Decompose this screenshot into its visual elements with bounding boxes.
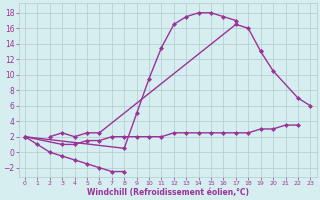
X-axis label: Windchill (Refroidissement éolien,°C): Windchill (Refroidissement éolien,°C): [87, 188, 249, 197]
